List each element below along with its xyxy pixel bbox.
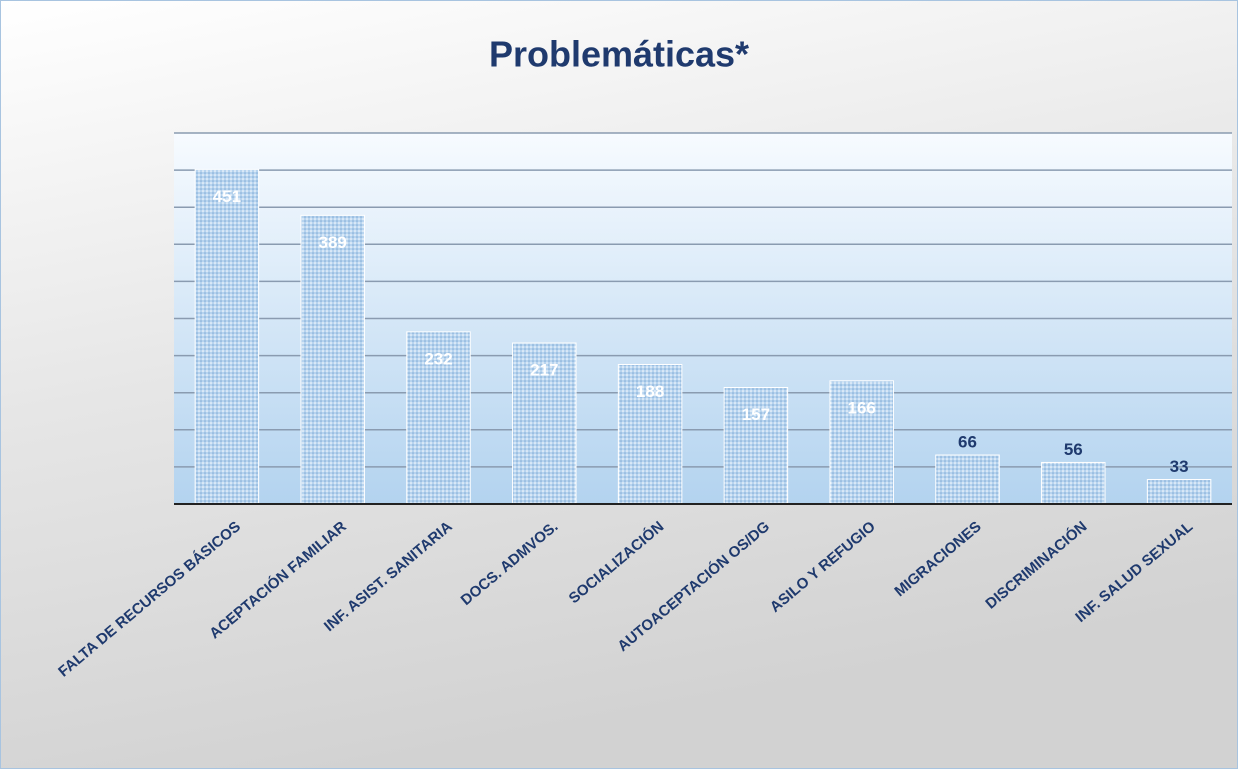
data-label: 451 [213,187,241,206]
bar [617,364,683,505]
data-label: 217 [530,360,558,379]
data-label: 166 [848,398,876,417]
data-label: 232 [424,349,452,368]
bar [829,380,894,505]
chart-title: Problemáticas* [489,34,749,75]
data-label: 157 [742,405,770,424]
bar [1146,479,1212,505]
data-label: 66 [958,433,977,452]
bar [935,454,1000,505]
bar [1041,461,1106,505]
data-label: 188 [636,382,664,401]
bar [300,214,365,505]
data-label: 33 [1170,457,1189,476]
data-label: 389 [319,233,347,252]
data-label: 56 [1064,440,1083,459]
bar [406,331,471,505]
bar [512,342,577,505]
bar [194,168,260,505]
